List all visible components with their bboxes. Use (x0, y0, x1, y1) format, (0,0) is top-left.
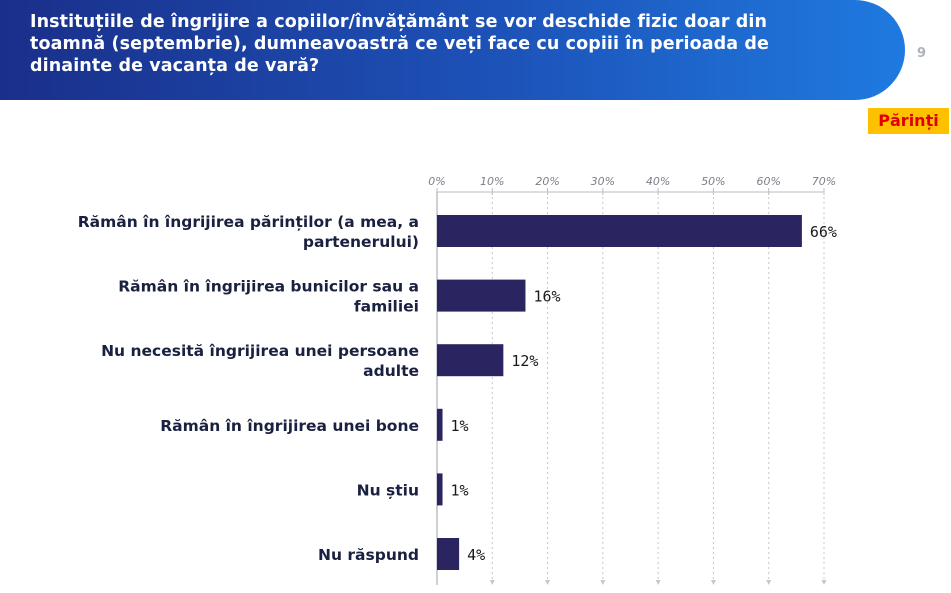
header-banner: Instituțiile de îngrijire a copiilor/înv… (0, 0, 905, 100)
bar (437, 215, 802, 247)
value-label: 66% (810, 223, 837, 241)
value-label: 1% (451, 417, 469, 435)
category-label: familiei (354, 298, 419, 316)
x-tick-label: 60% (756, 175, 780, 188)
value-label: 16% (533, 288, 560, 306)
bar (437, 344, 504, 377)
x-tick-label: 40% (646, 175, 670, 188)
bar (437, 408, 443, 441)
page-number: 9 (917, 46, 927, 61)
category-label: Nu necesită îngrijirea unei persoane (101, 342, 419, 360)
bar (437, 538, 460, 570)
gridline-arrow (710, 580, 716, 585)
segment-badge: Părinți (868, 108, 949, 134)
gridline-arrow (766, 580, 772, 585)
bar (437, 473, 443, 506)
category-label: Nu știu (357, 481, 419, 499)
x-tick-label: 10% (480, 175, 504, 188)
bar (437, 279, 526, 312)
value-label: 1% (451, 481, 469, 499)
category-label: Rămân în îngrijirea părinților (a mea, a (78, 213, 419, 231)
category-label: partenerului) (303, 233, 419, 251)
gridline-arrow (655, 580, 661, 585)
category-label: Rămân în îngrijirea unei bone (160, 417, 419, 435)
gridline-arrow (545, 580, 551, 585)
category-label: Nu răspund (318, 546, 419, 564)
gridline-arrow (821, 580, 827, 585)
x-tick-label: 70% (812, 175, 836, 188)
gridline-arrow (600, 580, 606, 585)
gridline-arrow (489, 580, 495, 585)
x-tick-label: 0% (428, 175, 445, 188)
question-title: Instituțiile de îngrijire a copiilor/înv… (30, 12, 769, 76)
x-tick-label: 30% (591, 175, 615, 188)
x-tick-label: 50% (701, 175, 725, 188)
value-label: 4% (467, 546, 485, 564)
value-label: 12% (511, 352, 538, 370)
category-label: adulte (363, 362, 419, 380)
x-tick-label: 20% (535, 175, 559, 188)
category-label: Rămân în îngrijirea bunicilor sau a (118, 278, 419, 296)
